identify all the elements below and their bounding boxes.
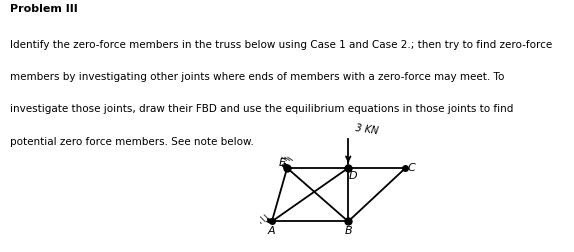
Text: Problem III: Problem III <box>10 4 78 14</box>
Text: 3 KN: 3 KN <box>354 123 378 136</box>
Text: members by investigating other joints where ends of members with a zero-force ma: members by investigating other joints wh… <box>10 72 505 82</box>
Text: D: D <box>348 171 357 181</box>
Text: investigate those joints, draw their FBD and use the equilibrium equations in th: investigate those joints, draw their FBD… <box>10 104 514 114</box>
Text: B: B <box>344 226 352 236</box>
Text: Identify the zero-force members in the truss below using Case 1 and Case 2.; the: Identify the zero-force members in the t… <box>10 40 553 49</box>
Text: E: E <box>278 158 285 168</box>
Text: A: A <box>268 226 276 236</box>
Text: C: C <box>408 163 416 173</box>
Text: potential zero force members. See note below.: potential zero force members. See note b… <box>10 137 254 147</box>
